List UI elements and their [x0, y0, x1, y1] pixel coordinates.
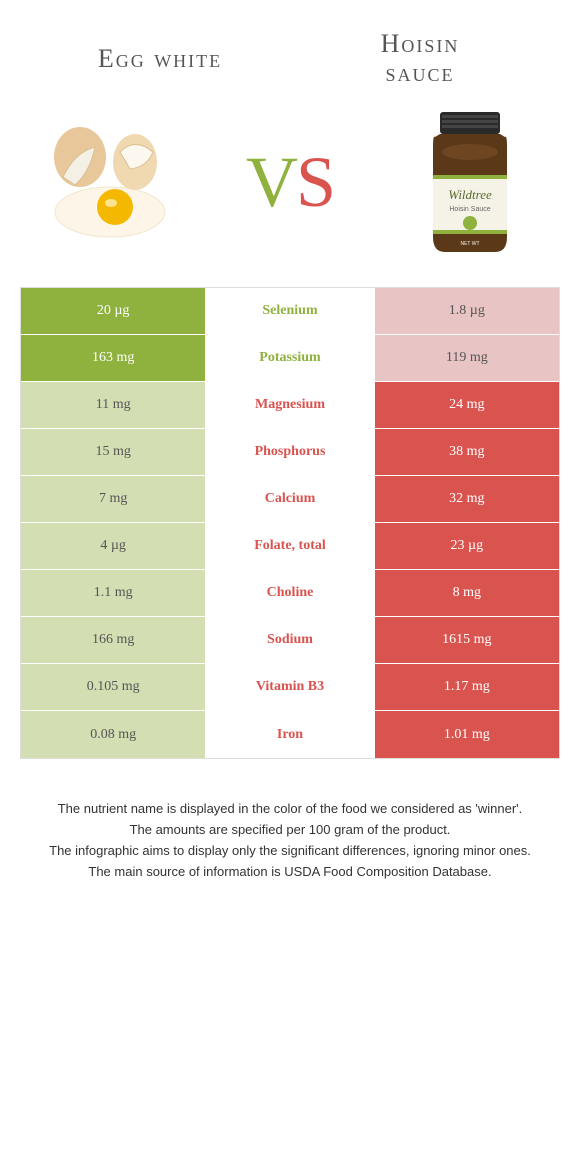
nutrient-name: Vitamin B3: [205, 664, 374, 710]
svg-text:NET WT: NET WT: [460, 241, 479, 247]
images-row: VS Wildtree Hoisin Sauce NET WT: [0, 97, 580, 287]
left-value: 15 mg: [21, 429, 205, 475]
header: Egg white Hoisin sauce: [0, 0, 580, 97]
nutrient-row: 7 mgCalcium32 mg: [21, 476, 559, 523]
left-value: 4 µg: [21, 523, 205, 569]
left-value: 0.105 mg: [21, 664, 205, 710]
left-value: 11 mg: [21, 382, 205, 428]
left-food-title: Egg white: [30, 44, 290, 74]
vs-label: VS: [246, 141, 334, 224]
right-value: 23 µg: [375, 523, 559, 569]
footer-line-3: The infographic aims to display only the…: [30, 841, 550, 862]
jar-product: Hoisin Sauce: [449, 206, 490, 213]
right-value: 8 mg: [375, 570, 559, 616]
nutrient-name: Potassium: [205, 335, 374, 381]
left-image: [30, 107, 190, 257]
nutrient-name: Calcium: [205, 476, 374, 522]
left-value: 166 mg: [21, 617, 205, 663]
right-value: 1615 mg: [375, 617, 559, 663]
nutrient-row: 166 mgSodium1615 mg: [21, 617, 559, 664]
nutrient-row: 163 mgPotassium119 mg: [21, 335, 559, 382]
right-food-title: Hoisin sauce: [290, 30, 550, 87]
left-value: 163 mg: [21, 335, 205, 381]
jar-brand: Wildtree: [448, 187, 492, 202]
nutrient-row: 0.105 mgVitamin B31.17 mg: [21, 664, 559, 711]
footer-line-1: The nutrient name is displayed in the co…: [30, 799, 550, 820]
nutrient-row: 0.08 mgIron1.01 mg: [21, 711, 559, 758]
right-image: Wildtree Hoisin Sauce NET WT: [390, 107, 550, 257]
nutrient-name: Iron: [205, 711, 374, 758]
nutrient-name: Sodium: [205, 617, 374, 663]
right-title-line1: Hoisin: [290, 30, 550, 59]
left-value: 20 µg: [21, 288, 205, 334]
vs-s: S: [296, 142, 334, 222]
left-value: 7 mg: [21, 476, 205, 522]
footer-notes: The nutrient name is displayed in the co…: [0, 759, 580, 902]
right-title-line2: sauce: [290, 59, 550, 88]
nutrient-table: 20 µgSelenium1.8 µg163 mgPotassium119 mg…: [20, 287, 560, 759]
nutrient-row: 4 µgFolate, total23 µg: [21, 523, 559, 570]
nutrient-row: 15 mgPhosphorus38 mg: [21, 429, 559, 476]
nutrient-row: 20 µgSelenium1.8 µg: [21, 288, 559, 335]
nutrient-name: Magnesium: [205, 382, 374, 428]
right-value: 1.17 mg: [375, 664, 559, 710]
nutrient-row: 1.1 mgCholine8 mg: [21, 570, 559, 617]
right-value: 38 mg: [375, 429, 559, 475]
left-value: 0.08 mg: [21, 711, 205, 758]
right-value: 1.8 µg: [375, 288, 559, 334]
right-value: 119 mg: [375, 335, 559, 381]
nutrient-name: Choline: [205, 570, 374, 616]
jar-icon: Wildtree Hoisin Sauce NET WT: [415, 107, 525, 257]
right-value: 1.01 mg: [375, 711, 559, 758]
nutrient-name: Folate, total: [205, 523, 374, 569]
nutrient-name: Selenium: [205, 288, 374, 334]
right-value: 32 mg: [375, 476, 559, 522]
nutrient-row: 11 mgMagnesium24 mg: [21, 382, 559, 429]
right-value: 24 mg: [375, 382, 559, 428]
left-value: 1.1 mg: [21, 570, 205, 616]
vs-v: V: [246, 142, 296, 222]
nutrient-name: Phosphorus: [205, 429, 374, 475]
footer-line-4: The main source of information is USDA F…: [30, 862, 550, 883]
egg-icon: [35, 117, 185, 247]
footer-line-2: The amounts are specified per 100 gram o…: [30, 820, 550, 841]
